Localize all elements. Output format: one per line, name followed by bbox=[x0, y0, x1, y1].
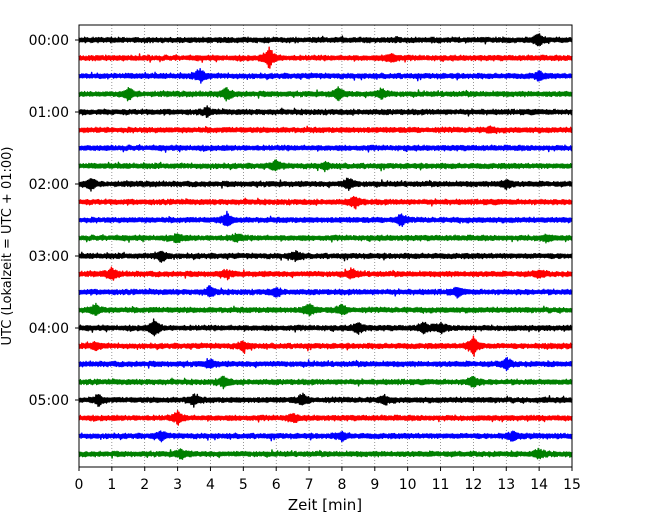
x-tick-label: 6 bbox=[272, 477, 281, 493]
seismic-trace bbox=[78, 410, 573, 426]
x-tick-label: 13 bbox=[497, 477, 515, 493]
seismic-trace bbox=[78, 105, 573, 118]
x-tick-label: 2 bbox=[140, 477, 149, 493]
seismic-trace bbox=[78, 125, 573, 135]
seismic-trace bbox=[78, 33, 573, 47]
y-tick-label: 00:00 bbox=[29, 33, 69, 49]
seismic-trace bbox=[78, 195, 573, 210]
trace-group bbox=[78, 33, 573, 460]
x-tick-label: 4 bbox=[206, 477, 215, 493]
seismic-trace bbox=[78, 302, 573, 317]
x-tick-label: 7 bbox=[305, 477, 314, 493]
x-tick-label: 5 bbox=[239, 477, 248, 493]
seismic-trace bbox=[78, 46, 573, 69]
x-tick-label: 14 bbox=[530, 477, 548, 493]
x-axis-ticks: 0 1 2 3 4 5 6 7 8 9 10 11 12 13 14 15 bbox=[75, 467, 581, 493]
plot-frame bbox=[78, 24, 573, 468]
seismic-trace bbox=[78, 159, 573, 173]
x-tick-label: 1 bbox=[107, 477, 116, 493]
seismic-trace bbox=[78, 447, 573, 460]
x-tick-label: 12 bbox=[464, 477, 482, 493]
y-tick-label: 03:00 bbox=[29, 249, 69, 265]
x-tick-label: 11 bbox=[432, 477, 450, 493]
seismic-trace bbox=[78, 250, 573, 263]
seismic-trace bbox=[78, 232, 573, 244]
x-axis-title: Zeit [min] bbox=[288, 496, 362, 514]
seismic-trace bbox=[78, 86, 573, 102]
seismic-trace bbox=[78, 356, 573, 372]
seismic-trace bbox=[78, 430, 573, 443]
seismic-trace bbox=[78, 67, 573, 84]
seismic-trace bbox=[78, 144, 573, 153]
seismic-trace bbox=[78, 210, 573, 228]
x-tick-label: 10 bbox=[399, 477, 417, 493]
y-tick-label: 02:00 bbox=[29, 177, 69, 193]
seismic-trace bbox=[78, 392, 573, 408]
seismic-trace bbox=[78, 335, 573, 357]
y-axis-ticks: 00:00 01:00 02:00 03:00 04:00 05:00 bbox=[29, 33, 79, 409]
seismic-trace bbox=[78, 266, 573, 281]
seismic-trace bbox=[78, 177, 573, 192]
x-tick-label: 0 bbox=[75, 477, 84, 493]
y-axis-title: UTC (Lokalzeit = UTC + 01:00) bbox=[0, 147, 15, 346]
seismic-trace bbox=[78, 284, 573, 299]
y-tick-label: 05:00 bbox=[29, 393, 69, 409]
x-tick-label: 8 bbox=[337, 477, 346, 493]
y-tick-label: 04:00 bbox=[29, 321, 69, 337]
x-tick-label: 3 bbox=[173, 477, 182, 493]
seismic-trace bbox=[78, 318, 573, 337]
x-tick-label: 15 bbox=[563, 477, 581, 493]
y-tick-label: 01:00 bbox=[29, 105, 69, 121]
seismic-trace bbox=[78, 375, 573, 390]
x-tick-label: 9 bbox=[370, 477, 379, 493]
